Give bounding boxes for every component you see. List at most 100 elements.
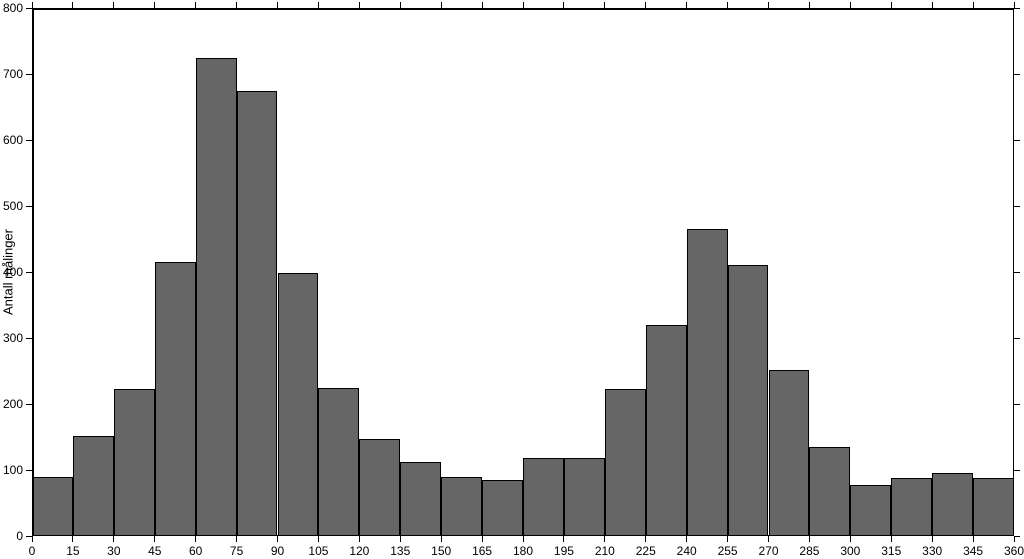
histogram-bar [73,436,114,536]
x-tick-top [850,2,851,8]
x-tick [768,536,769,542]
x-tick [318,536,319,542]
x-tick [645,536,646,542]
y-tick-right [1014,8,1020,9]
histogram-bar [318,388,359,537]
x-tick-label: 210 [595,544,615,558]
y-tick-label: 800 [3,1,23,15]
x-tick-top [523,2,524,8]
x-tick-top [72,2,73,8]
x-tick [973,536,974,542]
x-tick [1014,536,1015,542]
histogram-bar [728,265,769,536]
histogram-bar [605,389,646,536]
x-tick-label: 300 [840,544,860,558]
x-tick [359,536,360,542]
x-tick-label: 105 [308,544,328,558]
y-tick-right [1014,470,1020,471]
y-tick-label: 300 [3,331,23,345]
x-tick [113,536,114,542]
x-tick-top [400,2,401,8]
x-tick-label: 135 [390,544,410,558]
x-tick-top [482,2,483,8]
x-tick [32,536,33,542]
x-tick-label: 15 [66,544,79,558]
y-tick-label: 200 [3,397,23,411]
histogram-bar [523,458,564,536]
histogram-bar [973,478,1014,536]
histogram-bar [564,458,605,536]
histogram-bar [114,389,155,536]
histogram-bar [646,325,687,536]
x-tick [932,536,933,542]
x-tick-top [932,2,933,8]
x-tick-label: 180 [513,544,533,558]
axis-spine [32,8,1014,10]
axis-spine [32,8,34,536]
x-tick-top [195,2,196,8]
y-tick-right [1014,206,1020,207]
y-tick [26,140,32,141]
histogram-bar [400,462,441,536]
x-tick-label: 165 [472,544,492,558]
histogram-bar [237,91,278,537]
y-tick-label: 500 [3,199,23,213]
x-tick-label: 120 [349,544,369,558]
x-tick [154,536,155,542]
y-tick-right [1014,272,1020,273]
y-tick-label: 0 [16,529,23,543]
histogram-chart: Antall målinger 015304560759010512013515… [0,0,1024,559]
y-tick [26,206,32,207]
x-tick [891,536,892,542]
y-tick-right [1014,404,1020,405]
y-tick-label: 700 [3,67,23,81]
x-tick [809,536,810,542]
x-tick-top [891,2,892,8]
x-tick-label: 315 [881,544,901,558]
x-tick-label: 330 [922,544,942,558]
x-tick-top [686,2,687,8]
x-tick-label: 195 [554,544,574,558]
histogram-bar [932,473,973,536]
x-tick-top [154,2,155,8]
x-tick [195,536,196,542]
histogram-bar [769,370,810,536]
x-tick-label: 345 [963,544,983,558]
y-tick-right [1014,74,1020,75]
x-tick-label: 225 [636,544,656,558]
y-tick [26,536,32,537]
x-tick-top [973,2,974,8]
x-tick-top [727,2,728,8]
x-tick-label: 60 [189,544,202,558]
x-tick-top [604,2,605,8]
histogram-bar [441,477,482,536]
x-tick [441,536,442,542]
y-tick [26,272,32,273]
x-tick [236,536,237,542]
x-tick-label: 45 [148,544,161,558]
y-tick [26,8,32,9]
y-tick [26,74,32,75]
x-tick-label: 285 [799,544,819,558]
x-tick-label: 240 [677,544,697,558]
histogram-bar [359,439,400,536]
x-tick [563,536,564,542]
y-tick [26,338,32,339]
x-tick-label: 30 [107,544,120,558]
x-tick-label: 75 [230,544,243,558]
x-tick-label: 0 [29,544,36,558]
y-tick [26,404,32,405]
histogram-bar [687,229,728,536]
y-tick [26,470,32,471]
x-tick [604,536,605,542]
x-tick-label: 360 [1004,544,1024,558]
x-tick-label: 90 [271,544,284,558]
x-tick [482,536,483,542]
x-tick-label: 150 [431,544,451,558]
y-tick-label: 100 [3,463,23,477]
x-tick-top [768,2,769,8]
x-tick [850,536,851,542]
y-tick-right [1014,140,1020,141]
y-tick-right [1014,338,1020,339]
y-tick-label: 400 [3,265,23,279]
